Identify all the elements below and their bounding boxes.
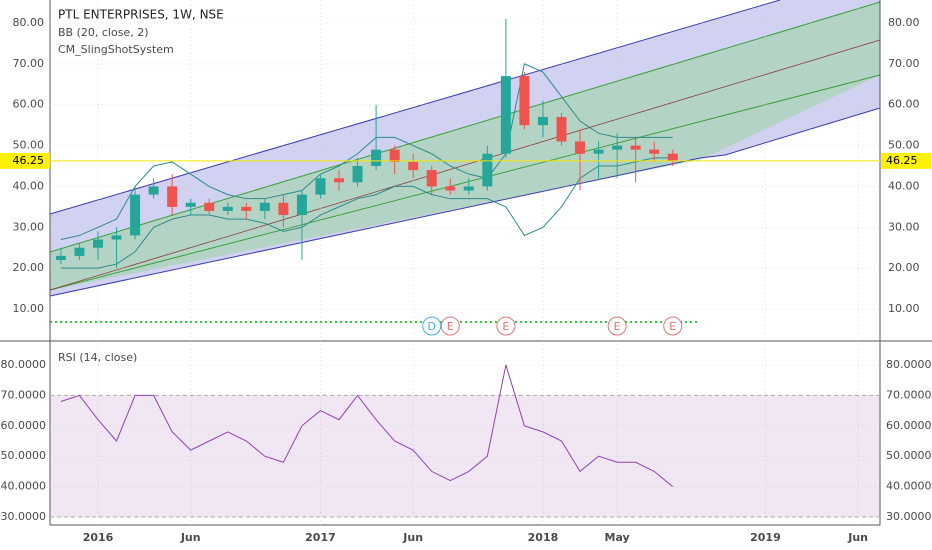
candle-body — [556, 116, 567, 142]
y-tick-label: 30.00 — [13, 220, 45, 233]
candle-body — [389, 149, 400, 162]
y-tick-label: 10.00 — [13, 302, 45, 315]
channel-line — [699, 107, 881, 159]
candle-body — [426, 170, 437, 187]
y-tick-label: 70.0000 — [886, 388, 932, 401]
median-line — [49, 39, 881, 291]
event-label: E — [502, 320, 509, 333]
y-tick-label: 30.00 — [888, 220, 920, 233]
last-price-box — [881, 152, 931, 169]
x-tick-label: 2018 — [528, 531, 559, 544]
event-marker — [422, 316, 442, 336]
event-marker — [440, 316, 460, 336]
last-price-label: 46.25 — [13, 154, 45, 167]
rsi-title: RSI (14, close) — [58, 351, 137, 364]
candle-body — [130, 194, 141, 236]
y-tick-label: 50.00 — [13, 139, 45, 152]
y-tick-label: 60.0000 — [886, 419, 932, 432]
x-tick-label: 2017 — [305, 531, 336, 544]
y-tick-label: 40.00 — [13, 179, 45, 192]
y-tick-label: 70.00 — [13, 57, 45, 70]
candle-body — [185, 202, 196, 207]
candle-body — [259, 202, 270, 211]
event-marker — [663, 316, 683, 336]
x-tick-label: Jun — [180, 531, 201, 544]
candle-body — [296, 194, 307, 216]
candle-body — [408, 161, 419, 171]
candle-body — [519, 76, 530, 126]
event-label: E — [669, 320, 676, 333]
y-tick-label: 70.0000 — [1, 388, 47, 401]
candle-body — [649, 149, 660, 154]
y-tick-label: 60.00 — [13, 98, 45, 111]
y-tick-label: 80.0000 — [1, 358, 47, 371]
event-marker — [607, 316, 627, 336]
event-label: E — [614, 320, 621, 333]
x-tick-label: Jun — [402, 531, 423, 544]
candle-body — [463, 186, 474, 191]
y-tick-label: 30.0000 — [886, 510, 932, 523]
candle-body — [630, 145, 641, 150]
candle-body — [352, 166, 363, 183]
event-marker — [496, 316, 516, 336]
y-tick-label: 50.0000 — [1, 449, 47, 462]
y-tick-label: 60.0000 — [1, 419, 47, 432]
candle-body — [371, 149, 382, 166]
channel-inner — [50, 2, 880, 290]
y-tick-label: 40.0000 — [886, 480, 932, 493]
candle-body — [315, 178, 326, 195]
y-tick-label: 80.0000 — [886, 358, 932, 371]
candle-body — [55, 255, 66, 260]
candle-body — [445, 186, 456, 191]
y-tick-label: 70.00 — [888, 57, 920, 70]
y-tick-label: 20.00 — [13, 261, 45, 274]
y-tick-label: 80.00 — [13, 16, 45, 29]
candle-body — [575, 141, 586, 154]
bb-lower — [60, 157, 673, 269]
y-tick-label: 40.0000 — [1, 480, 47, 493]
candle-body — [537, 116, 548, 126]
candle-body — [500, 76, 511, 154]
candle-body — [278, 202, 289, 216]
candle-body — [167, 186, 178, 207]
indicator-label: BB (20, close, 2) — [58, 26, 149, 39]
x-tick-label: May — [605, 531, 630, 544]
candle-body — [148, 186, 159, 195]
y-tick-label: 50.00 — [888, 139, 920, 152]
bb-upper — [60, 63, 673, 241]
event-label: D — [427, 320, 435, 333]
y-tick-label: 80.00 — [888, 16, 920, 29]
channel-line — [49, 74, 881, 291]
candle-body — [241, 206, 252, 211]
channel-line — [49, 1, 881, 253]
x-tick-label: 2016 — [83, 531, 114, 544]
candle-body — [482, 153, 493, 187]
event-label: E — [447, 320, 454, 333]
last-price-box — [0, 152, 50, 169]
candle-body — [204, 202, 215, 211]
rsi-band — [50, 395, 880, 517]
y-tick-label: 50.0000 — [886, 449, 932, 462]
candle-body — [74, 247, 85, 256]
y-tick-label: 20.00 — [888, 261, 920, 274]
y-tick-label: 40.00 — [888, 179, 920, 192]
candle-body — [111, 235, 122, 240]
last-price-label: 46.25 — [886, 154, 918, 167]
indicator-label: CM_SlingShotSystem — [58, 43, 174, 56]
rsi-line — [60, 364, 674, 487]
candle-body — [593, 149, 604, 154]
candle-body — [222, 206, 233, 211]
chart-title: PTL ENTERPRISES, 1W, NSE — [58, 8, 224, 22]
y-tick-label: 10.00 — [888, 302, 920, 315]
candle-body — [93, 239, 103, 248]
x-tick-label: Jun — [847, 531, 868, 544]
candle-body — [667, 153, 678, 161]
y-tick-label: 60.00 — [888, 98, 920, 111]
candle-body — [612, 145, 623, 150]
candle-body — [334, 178, 345, 183]
y-tick-label: 30.0000 — [1, 510, 47, 523]
x-tick-label: 2019 — [750, 531, 781, 544]
